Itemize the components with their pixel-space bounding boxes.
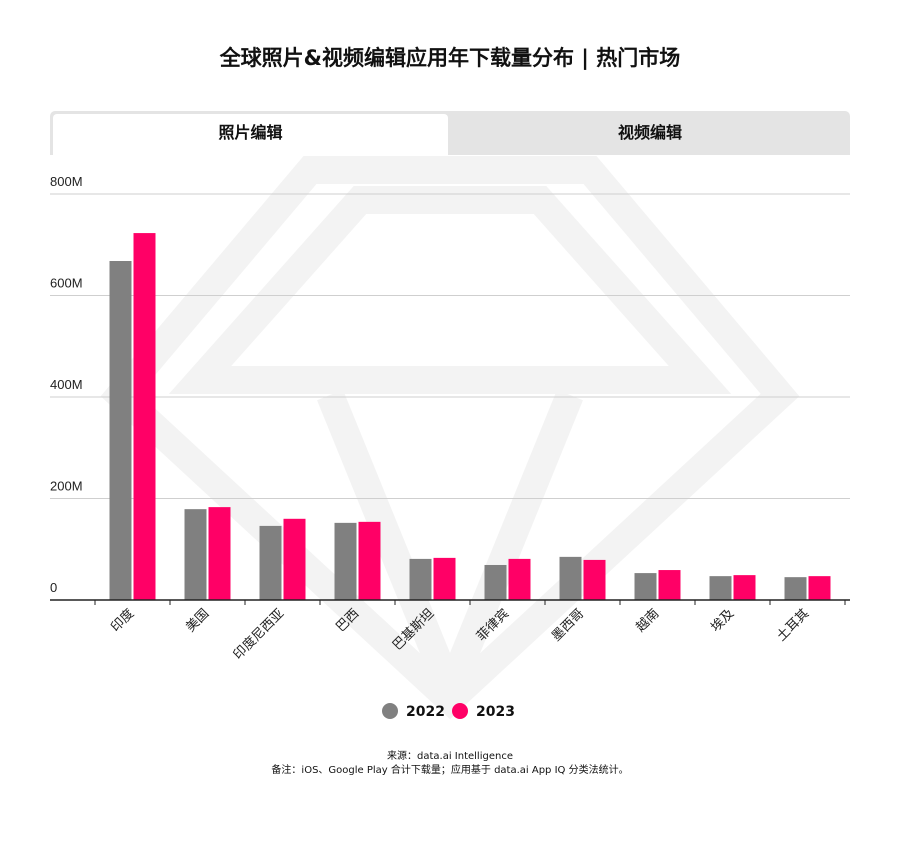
x-tick-label: 墨西哥 — [549, 606, 587, 644]
bar-2022 — [184, 509, 207, 600]
chart-title: 全球照片&视频编辑应用年下载量分布 | 热门市场 — [219, 46, 681, 70]
bar-2023 — [208, 507, 231, 600]
x-tick-label: 土耳其 — [774, 606, 812, 644]
x-tick-label: 印度 — [108, 606, 138, 636]
bar-2022 — [334, 522, 357, 600]
tab-bar: 照片编辑 视频编辑 — [50, 111, 850, 155]
bar-2022 — [784, 577, 807, 600]
bar-2022 — [634, 573, 657, 600]
legend-marker-2022 — [382, 703, 398, 719]
y-tick-label: 200M — [50, 479, 83, 494]
bar-2022 — [109, 260, 132, 600]
x-tick-label: 印度尼西亚 — [230, 606, 287, 663]
bar-2023 — [658, 570, 681, 600]
bar-2022 — [484, 564, 507, 600]
tab-photo-editing[interactable]: 照片编辑 — [53, 114, 448, 155]
legend-label-2022: 2022 — [406, 704, 445, 720]
x-tick-label: 美国 — [183, 606, 212, 635]
x-tick-label: 越南 — [633, 606, 663, 636]
x-tick-label: 巴西 — [333, 606, 362, 635]
y-tick-label: 0 — [50, 580, 57, 595]
bar-2023 — [358, 521, 381, 600]
source-note: 来源：data.ai Intelligence — [387, 751, 513, 762]
y-tick-label: 600M — [50, 276, 83, 291]
bar-2023 — [133, 233, 156, 600]
bar-2023 — [433, 557, 456, 600]
bar-2022 — [259, 525, 282, 600]
y-tick-label: 400M — [50, 377, 83, 392]
y-tick-label: 800M — [50, 174, 83, 189]
x-tick-label: 巴基斯坦 — [390, 606, 437, 653]
x-tick-label: 埃及 — [708, 606, 737, 635]
bar-2022 — [559, 556, 582, 600]
bar-2022 — [709, 576, 732, 600]
bar-2023 — [283, 518, 306, 600]
bar-2023 — [583, 559, 606, 600]
tab-video-editing[interactable]: 视频编辑 — [617, 123, 682, 142]
bar-2023 — [808, 576, 831, 600]
legend-marker-2023 — [452, 703, 468, 719]
legend-label-2023: 2023 — [476, 704, 515, 720]
bar-2023 — [508, 558, 531, 600]
bar-2022 — [409, 558, 432, 600]
bar-2023 — [733, 575, 756, 600]
footnote: 备注：iOS、Google Play 合计下载量；应用基于 data.ai Ap… — [271, 765, 629, 776]
x-tick-label: 菲律宾 — [473, 606, 512, 645]
